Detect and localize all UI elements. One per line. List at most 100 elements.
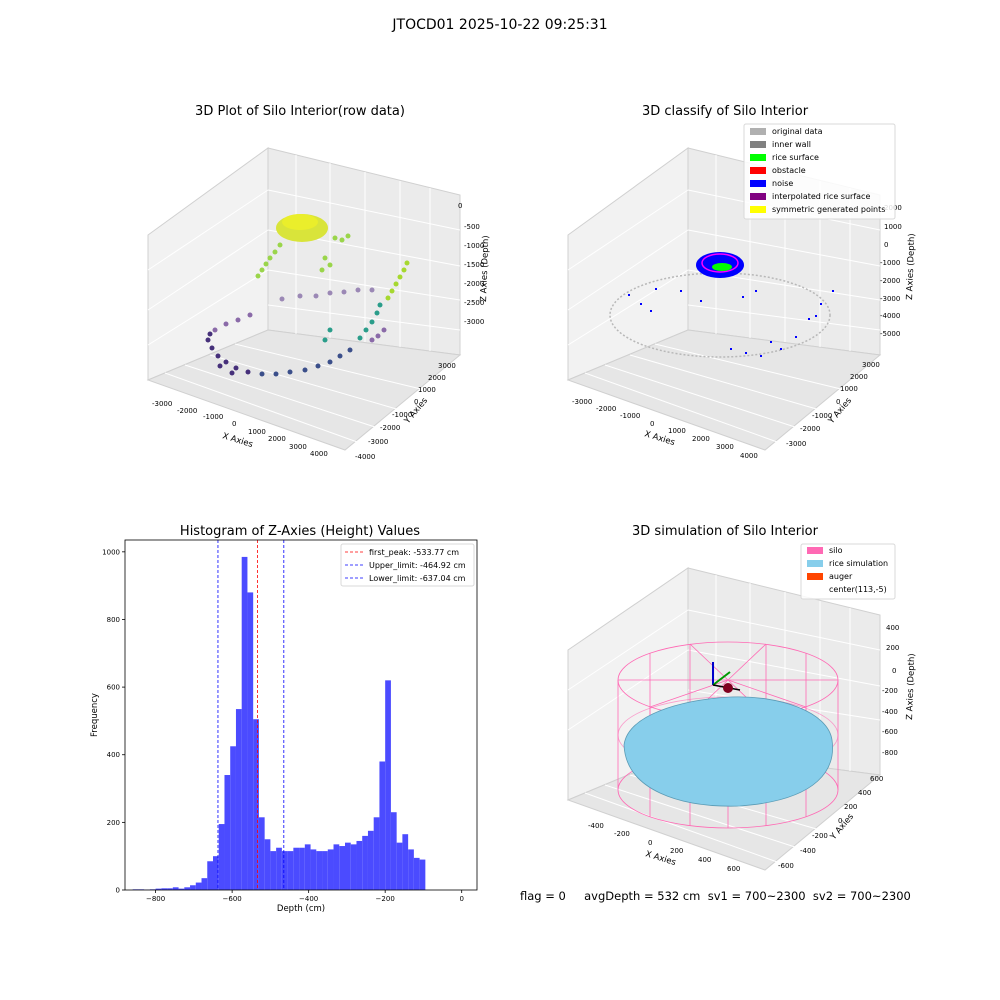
raw-scatter-points <box>205 214 410 377</box>
histogram-xtick-label: −600 <box>223 895 242 903</box>
sim-zlabel: Z Axies (Depth) <box>905 653 917 720</box>
histogram-bar <box>241 556 248 890</box>
legend-swatch <box>807 547 823 554</box>
histogram-bar <box>419 859 426 890</box>
histogram-bar <box>310 849 317 890</box>
histogram-yticks: 0 200 400 600 800 1000 <box>102 548 125 895</box>
legend-label: inner wall <box>772 140 811 149</box>
histogram-bar <box>161 888 168 890</box>
histogram-bar <box>339 846 345 890</box>
raw-ytick: -2000 <box>380 424 400 432</box>
raw-ytick: 0 <box>414 398 418 406</box>
classify-ztick: -2000 <box>880 277 900 285</box>
sim-ytick: 600 <box>870 775 883 783</box>
legend-label: center(113,-5) <box>829 585 887 594</box>
histogram-bar <box>276 847 282 890</box>
simulation-plot-title: 3D simulation of Silo Interior <box>632 524 818 539</box>
stats-text: flag = 0 avgDepth = 532 cm sv1 = 700~230… <box>520 889 911 903</box>
legend-label: noise <box>772 179 793 188</box>
histogram-bar <box>224 775 231 890</box>
classify-ytick: 1000 <box>840 385 858 393</box>
classify-ztick: 0 <box>884 241 888 249</box>
histogram-bar <box>367 830 374 890</box>
histogram-title: Histogram of Z-Axies (Height) Values <box>179 524 421 539</box>
raw-ytick: 3000 <box>438 362 456 370</box>
classify-ztick: -5000 <box>880 330 900 338</box>
raw-ytick: -4000 <box>355 453 375 461</box>
histogram-bar <box>264 839 271 890</box>
legend-swatch <box>750 206 766 213</box>
histogram-bar <box>207 861 213 890</box>
classify-zlabel: Z Axies (Depth) <box>905 233 917 300</box>
classify-original-ring <box>609 272 831 358</box>
raw-zlabel: Z Axies (Depth) <box>479 235 491 302</box>
histogram-ytick-label: 200 <box>107 819 120 827</box>
raw-xtick: 3000 <box>289 443 307 451</box>
histogram-ytick-label: 800 <box>107 616 120 624</box>
classify-xtick: 0 <box>650 420 654 428</box>
histogram-bar <box>230 746 236 890</box>
raw-ztick: -1500 <box>464 261 484 269</box>
sim-xtick: -200 <box>614 830 630 838</box>
histogram-bar <box>327 849 334 890</box>
sim-ytick: -600 <box>778 862 794 870</box>
raw-ztick: -500 <box>464 223 480 231</box>
histogram-bar <box>281 851 288 890</box>
raw-ytick: 2000 <box>428 374 446 382</box>
histogram-bar <box>322 851 328 890</box>
classify-xtick: -3000 <box>572 398 592 406</box>
raw-xtick: 1000 <box>248 428 266 436</box>
histogram-ytick-label: 600 <box>107 684 120 692</box>
legend-label: rice surface <box>772 153 819 162</box>
histogram-bar <box>293 847 300 890</box>
histogram-bar <box>235 709 242 890</box>
figure-title: JTOCD01 2025-10-22 09:25:31 <box>392 17 608 33</box>
legend-label: symmetric generated points <box>772 205 885 214</box>
histogram-ytick-label: 400 <box>107 751 120 759</box>
histogram-bar <box>362 835 368 890</box>
histogram-ylabel: Frequency <box>90 693 100 737</box>
histogram-xlabel: Depth (cm) <box>277 904 325 914</box>
histogram-xtick-label: 0 <box>459 895 463 903</box>
legend-label: Upper_limit: -464.92 cm <box>369 561 466 570</box>
raw-xtick: -2000 <box>177 407 197 415</box>
histogram-ytick-label: 0 <box>116 887 120 895</box>
classify-ytick: 3000 <box>862 361 880 369</box>
classify-plot-title: 3D classify of Silo Interior <box>641 104 809 119</box>
sim-ytick: 200 <box>844 803 857 811</box>
classify-xtick: 1000 <box>668 427 686 435</box>
sim-ytick: -200 <box>812 832 828 840</box>
sim-ztick: -600 <box>882 728 898 736</box>
sim-ytick: 0 <box>838 817 842 825</box>
sim-xtick: 600 <box>727 865 740 873</box>
histogram-bar <box>316 851 323 890</box>
histogram-bars <box>132 556 426 890</box>
rice-simulation-surface <box>623 696 833 807</box>
legend-label: silo <box>829 546 843 555</box>
sim-ztick: -200 <box>882 687 898 695</box>
raw-xtick: 4000 <box>310 450 328 458</box>
classify-ztick: -3000 <box>880 295 900 303</box>
legend-swatch <box>750 128 766 135</box>
auger-axis-y <box>712 671 731 686</box>
histogram-bar <box>413 857 420 890</box>
classify-xtick: 2000 <box>692 435 710 443</box>
classify-ytick: 2000 <box>850 373 868 381</box>
histogram-bar <box>379 761 386 890</box>
raw-xtick: -3000 <box>152 400 172 408</box>
sim-ztick: -800 <box>882 749 898 757</box>
histogram-bar <box>218 824 225 890</box>
classify-xtick: 3000 <box>716 443 734 451</box>
legend-label: interpolated rice surface <box>772 192 870 201</box>
histogram-bar <box>213 856 219 890</box>
legend-label: rice simulation <box>829 559 888 568</box>
sim-xtick: -400 <box>588 822 604 830</box>
histogram-bar <box>408 849 414 890</box>
legend-label: first_peak: -533.77 cm <box>369 548 459 557</box>
raw-xtick: 2000 <box>268 435 286 443</box>
histogram-bar <box>195 882 202 890</box>
legend-label: Lower_limit: -637.04 cm <box>369 574 466 583</box>
simulation-legend: silo rice simulation auger center(113,-5… <box>800 543 896 600</box>
legend-label: original data <box>772 127 823 136</box>
